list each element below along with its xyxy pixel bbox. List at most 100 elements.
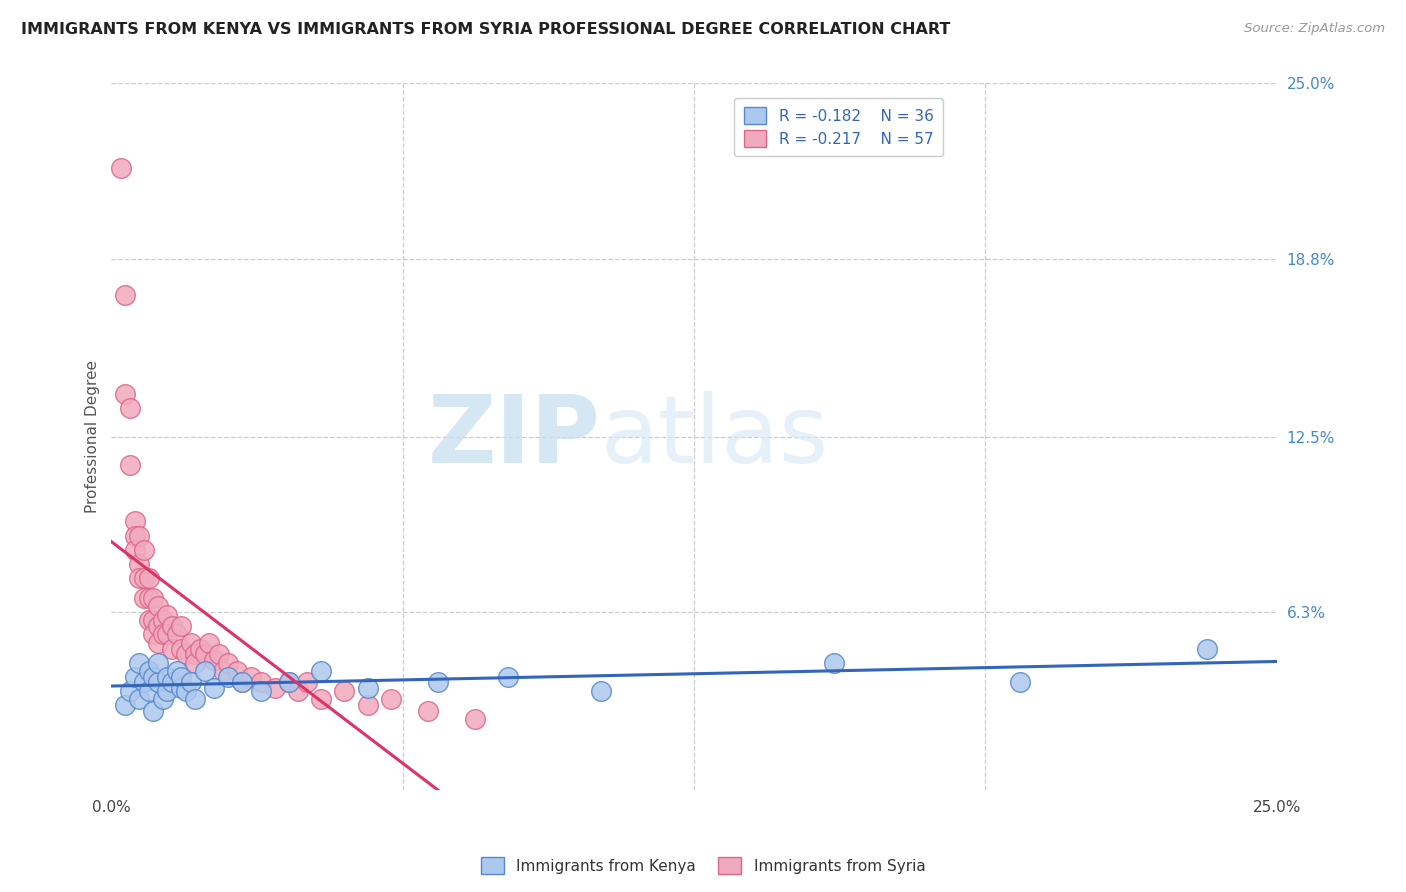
Point	[380, 692, 402, 706]
Point	[249, 684, 271, 698]
Point	[357, 698, 380, 712]
Point	[128, 656, 150, 670]
Point	[128, 528, 150, 542]
Point	[194, 647, 217, 661]
Text: Source: ZipAtlas.com: Source: ZipAtlas.com	[1244, 22, 1385, 36]
Point	[138, 571, 160, 585]
Point	[217, 670, 239, 684]
Point	[1195, 641, 1218, 656]
Point	[120, 684, 142, 698]
Point	[426, 675, 449, 690]
Point	[418, 704, 440, 718]
Point	[142, 627, 165, 641]
Point	[146, 656, 169, 670]
Point	[152, 627, 174, 641]
Point	[496, 670, 519, 684]
Point	[263, 681, 285, 695]
Point	[120, 401, 142, 416]
Point	[166, 664, 188, 678]
Point	[357, 681, 380, 695]
Point	[146, 675, 169, 690]
Point	[170, 681, 193, 695]
Point	[277, 675, 299, 690]
Point	[249, 675, 271, 690]
Point	[170, 619, 193, 633]
Point	[180, 675, 202, 690]
Point	[110, 161, 132, 176]
Point	[142, 613, 165, 627]
Point	[589, 684, 612, 698]
Point	[160, 619, 183, 633]
Point	[464, 712, 486, 726]
Point	[142, 591, 165, 605]
Point	[114, 288, 136, 302]
Point	[138, 684, 160, 698]
Text: atlas: atlas	[600, 391, 830, 483]
Point	[202, 681, 225, 695]
Point	[138, 591, 160, 605]
Point	[132, 591, 155, 605]
Point	[138, 613, 160, 627]
Point	[240, 670, 263, 684]
Point	[170, 670, 193, 684]
Point	[180, 636, 202, 650]
Point	[212, 664, 235, 678]
Point	[132, 542, 155, 557]
Point	[277, 675, 299, 690]
Point	[128, 557, 150, 571]
Point	[287, 684, 309, 698]
Point	[146, 636, 169, 650]
Point	[156, 627, 179, 641]
Point	[202, 653, 225, 667]
Point	[142, 670, 165, 684]
Point	[152, 613, 174, 627]
Point	[160, 641, 183, 656]
Point	[120, 458, 142, 472]
Point	[142, 704, 165, 718]
Point	[309, 692, 332, 706]
Point	[166, 627, 188, 641]
Point	[217, 656, 239, 670]
Point	[156, 684, 179, 698]
Point	[124, 528, 146, 542]
Point	[146, 619, 169, 633]
Point	[184, 692, 207, 706]
Text: IMMIGRANTS FROM KENYA VS IMMIGRANTS FROM SYRIA PROFESSIONAL DEGREE CORRELATION C: IMMIGRANTS FROM KENYA VS IMMIGRANTS FROM…	[21, 22, 950, 37]
Y-axis label: Professional Degree: Professional Degree	[86, 360, 100, 513]
Point	[132, 571, 155, 585]
Point	[160, 675, 183, 690]
Point	[174, 647, 197, 661]
Point	[184, 647, 207, 661]
Point	[152, 692, 174, 706]
Point	[333, 684, 356, 698]
Point	[128, 571, 150, 585]
Text: ZIP: ZIP	[427, 391, 600, 483]
Point	[295, 675, 318, 690]
Point	[114, 698, 136, 712]
Legend: Immigrants from Kenya, Immigrants from Syria: Immigrants from Kenya, Immigrants from S…	[475, 851, 931, 880]
Point	[138, 664, 160, 678]
Point	[156, 607, 179, 622]
Point	[146, 599, 169, 614]
Point	[124, 542, 146, 557]
Point	[226, 664, 249, 678]
Point	[184, 656, 207, 670]
Point	[114, 387, 136, 401]
Point	[170, 641, 193, 656]
Point	[309, 664, 332, 678]
Point	[156, 670, 179, 684]
Point	[198, 636, 221, 650]
Point	[132, 675, 155, 690]
Point	[823, 656, 845, 670]
Point	[231, 675, 253, 690]
Legend: R = -0.182    N = 36, R = -0.217    N = 57: R = -0.182 N = 36, R = -0.217 N = 57	[734, 98, 943, 156]
Point	[124, 515, 146, 529]
Point	[124, 670, 146, 684]
Point	[174, 684, 197, 698]
Point	[128, 692, 150, 706]
Point	[188, 641, 211, 656]
Point	[194, 664, 217, 678]
Point	[231, 675, 253, 690]
Point	[1010, 675, 1032, 690]
Point	[207, 647, 229, 661]
